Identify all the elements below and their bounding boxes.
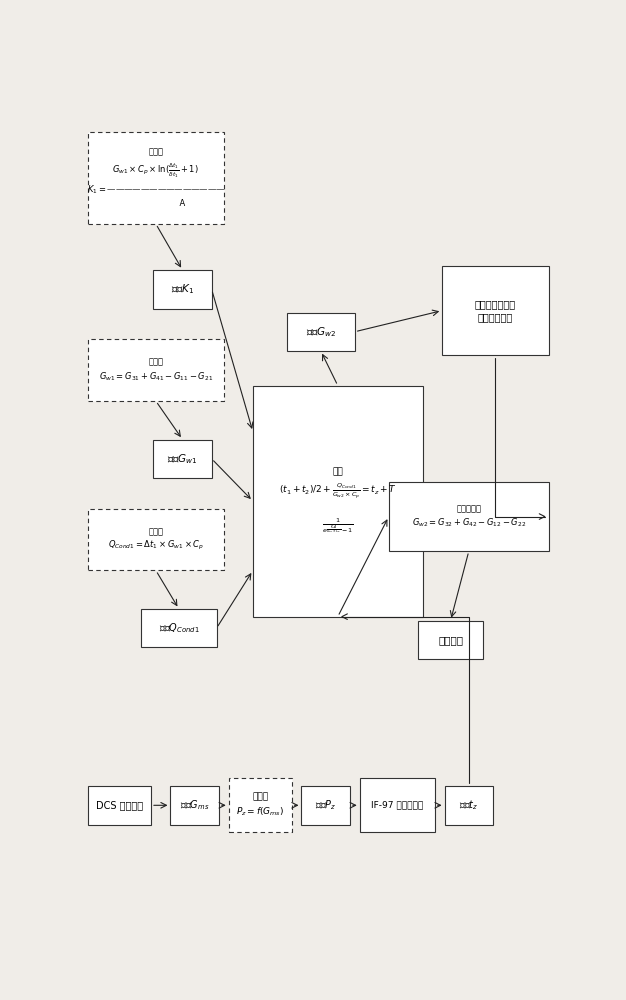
- Text: 满足流量：
$G_{w2}=G_{32}+G_{42}-G_{12}-G_{22}$: 满足流量： $G_{w2}=G_{32}+G_{42}-G_{12}-G_{22…: [412, 504, 526, 529]
- FancyBboxPatch shape: [88, 786, 151, 825]
- FancyBboxPatch shape: [153, 270, 212, 309]
- Text: 公式：
$G_{w1}\times C_p\times\ln(\frac{\Delta t_1}{\delta t_1}+1)$
$K_1=$—————————: 公式： $G_{w1}\times C_p\times\ln(\frac{\De…: [86, 148, 225, 208]
- FancyBboxPatch shape: [228, 778, 292, 832]
- Text: 公式：
$P_z=f(G_{ms})$: 公式： $P_z=f(G_{ms})$: [236, 793, 284, 818]
- FancyBboxPatch shape: [444, 786, 493, 825]
- FancyBboxPatch shape: [141, 609, 217, 647]
- FancyBboxPatch shape: [359, 778, 435, 832]
- Text: 公式
$(t_1+t_2)/2+\frac{Q_{Cond1}}{G_{w2}\times C_p}=t_z+T$

$\frac{1}{e^{\frac{K_: 公式 $(t_1+t_2)/2+\frac{Q_{Cond1}}{G_{w2}\…: [279, 467, 397, 535]
- Text: 获得$t_z$: 获得$t_z$: [459, 798, 478, 812]
- FancyBboxPatch shape: [253, 386, 423, 617]
- Text: 获得$G_{w1}$: 获得$G_{w1}$: [167, 452, 198, 466]
- Text: 获得$P_z$: 获得$P_z$: [315, 798, 336, 812]
- FancyBboxPatch shape: [88, 339, 224, 401]
- FancyBboxPatch shape: [287, 312, 355, 351]
- FancyBboxPatch shape: [153, 440, 212, 478]
- Text: 公式：
$G_{w1}=G_{31}+G_{41}-G_{11}-G_{21}$: 公式： $G_{w1}=G_{31}+G_{41}-G_{11}-G_{21}$: [99, 358, 213, 383]
- FancyBboxPatch shape: [88, 509, 224, 570]
- FancyBboxPatch shape: [170, 786, 219, 825]
- Text: 调整结束: 调整结束: [438, 635, 463, 645]
- Text: 获取$G_{ms}$: 获取$G_{ms}$: [180, 798, 210, 812]
- Text: IF-97 水蒸汽公式: IF-97 水蒸汽公式: [371, 801, 423, 810]
- Text: 获得$G_{w2}$: 获得$G_{w2}$: [305, 325, 336, 339]
- FancyBboxPatch shape: [301, 786, 350, 825]
- Text: 获得$Q_{Cond1}$: 获得$Q_{Cond1}$: [158, 621, 199, 635]
- FancyBboxPatch shape: [418, 620, 483, 659]
- Text: 调整旁路管一和
第二控制阀门: 调整旁路管一和 第二控制阀门: [475, 299, 516, 322]
- FancyBboxPatch shape: [442, 266, 549, 355]
- Text: 获得$K_1$: 获得$K_1$: [171, 282, 194, 296]
- Text: 公式：
$Q_{Cond1}=\Delta t_1\times G_{w1}\times C_p$: 公式： $Q_{Cond1}=\Delta t_1\times G_{w1}\t…: [108, 527, 204, 552]
- FancyBboxPatch shape: [389, 482, 549, 551]
- Text: DCS 控制系统: DCS 控制系统: [96, 800, 143, 810]
- FancyBboxPatch shape: [88, 132, 224, 224]
